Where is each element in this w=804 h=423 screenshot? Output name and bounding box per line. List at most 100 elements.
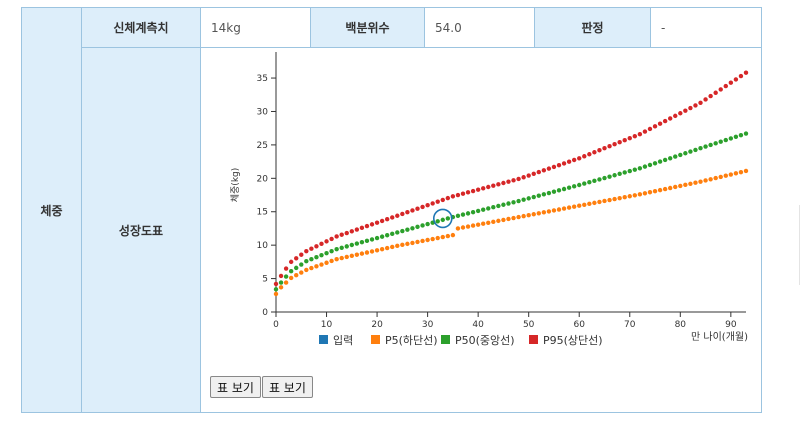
series-point	[278, 285, 284, 290]
series-point	[728, 172, 734, 177]
series-point	[304, 259, 309, 264]
series-point	[657, 159, 663, 164]
series-point	[733, 134, 739, 139]
series-point	[713, 175, 718, 181]
series-point	[425, 221, 430, 227]
series-point	[521, 175, 526, 180]
series-point	[344, 244, 349, 249]
series-point	[607, 144, 612, 149]
series-point	[475, 208, 481, 214]
series-point	[440, 197, 445, 203]
series-point	[597, 177, 602, 182]
series-point	[713, 90, 718, 95]
series-point	[435, 235, 440, 241]
series-point	[652, 161, 658, 166]
legend-label: P50(중앙선)	[455, 334, 515, 347]
series-point	[541, 168, 547, 173]
series-point	[556, 207, 562, 212]
series-point	[506, 216, 511, 222]
y-tick-label: 5	[262, 275, 268, 285]
series-point	[561, 206, 567, 211]
series-point	[521, 213, 526, 219]
series-point	[667, 116, 673, 121]
series-point	[551, 164, 557, 170]
series-point	[309, 246, 314, 251]
series-point	[501, 202, 506, 207]
series-point	[637, 192, 643, 197]
series-point	[667, 185, 673, 191]
series-point	[718, 139, 723, 144]
series-point	[435, 219, 440, 224]
table-view-button-1[interactable]: 표 보기	[210, 376, 261, 398]
series-point	[294, 273, 299, 278]
series-point	[405, 241, 410, 247]
y-tick-label: 35	[257, 74, 268, 84]
series-point	[319, 241, 324, 247]
series-point	[273, 281, 279, 287]
series-point	[662, 186, 668, 192]
series-point	[299, 262, 304, 267]
series-point	[571, 157, 577, 163]
series-point	[693, 147, 698, 153]
series-point	[612, 196, 617, 202]
series-point	[364, 250, 370, 255]
series-point	[627, 194, 632, 199]
series-point	[582, 154, 587, 159]
series-point	[561, 161, 567, 166]
series-point	[617, 195, 622, 201]
series-point	[339, 232, 344, 237]
y-axis-label: 체중(kg)	[230, 168, 241, 203]
series-point	[592, 150, 597, 155]
series-point	[632, 193, 638, 198]
series-point	[703, 178, 708, 183]
series-point	[440, 217, 445, 223]
series-point	[475, 187, 481, 192]
series-point	[582, 181, 587, 186]
chart-row-label: 성장도표	[81, 47, 201, 413]
series-point	[592, 200, 597, 206]
series-point	[738, 132, 744, 138]
series-point	[577, 182, 582, 188]
series-point	[743, 131, 749, 136]
series-point	[369, 222, 375, 227]
series-point	[309, 265, 314, 271]
series-point	[637, 166, 643, 171]
series-point	[708, 93, 713, 99]
series-point	[571, 184, 577, 189]
series-point	[339, 255, 344, 261]
series-point	[577, 203, 582, 208]
series-point	[420, 238, 425, 244]
series-point	[551, 208, 557, 213]
series-point	[703, 97, 708, 102]
series-point	[652, 124, 658, 129]
series-point	[718, 87, 723, 92]
series-point	[627, 168, 632, 174]
x-tick-label: 30	[422, 320, 434, 330]
series-point	[288, 275, 294, 281]
y-tick-label: 30	[257, 107, 269, 117]
series-point	[435, 199, 440, 204]
series-point	[566, 205, 572, 210]
table-view-button-2[interactable]: 표 보기	[261, 376, 313, 398]
series-point	[329, 236, 334, 242]
series-point	[450, 194, 456, 199]
series-point	[516, 198, 521, 204]
series-point	[743, 70, 749, 75]
series-point	[541, 192, 547, 197]
series-point	[506, 201, 511, 206]
legend-label: P95(상단선)	[543, 334, 603, 347]
series-point	[455, 192, 461, 198]
series-point	[364, 238, 370, 244]
series-point	[627, 136, 632, 141]
series-point	[531, 194, 536, 200]
series-point	[354, 241, 360, 246]
series-point	[738, 169, 744, 175]
series-point	[521, 197, 526, 202]
series-point	[415, 224, 420, 230]
series-point	[491, 183, 496, 188]
series-point	[546, 209, 552, 214]
series-point	[314, 244, 319, 249]
y-tick-label: 20	[257, 174, 269, 184]
series-point	[592, 178, 597, 184]
series-point	[379, 234, 385, 239]
